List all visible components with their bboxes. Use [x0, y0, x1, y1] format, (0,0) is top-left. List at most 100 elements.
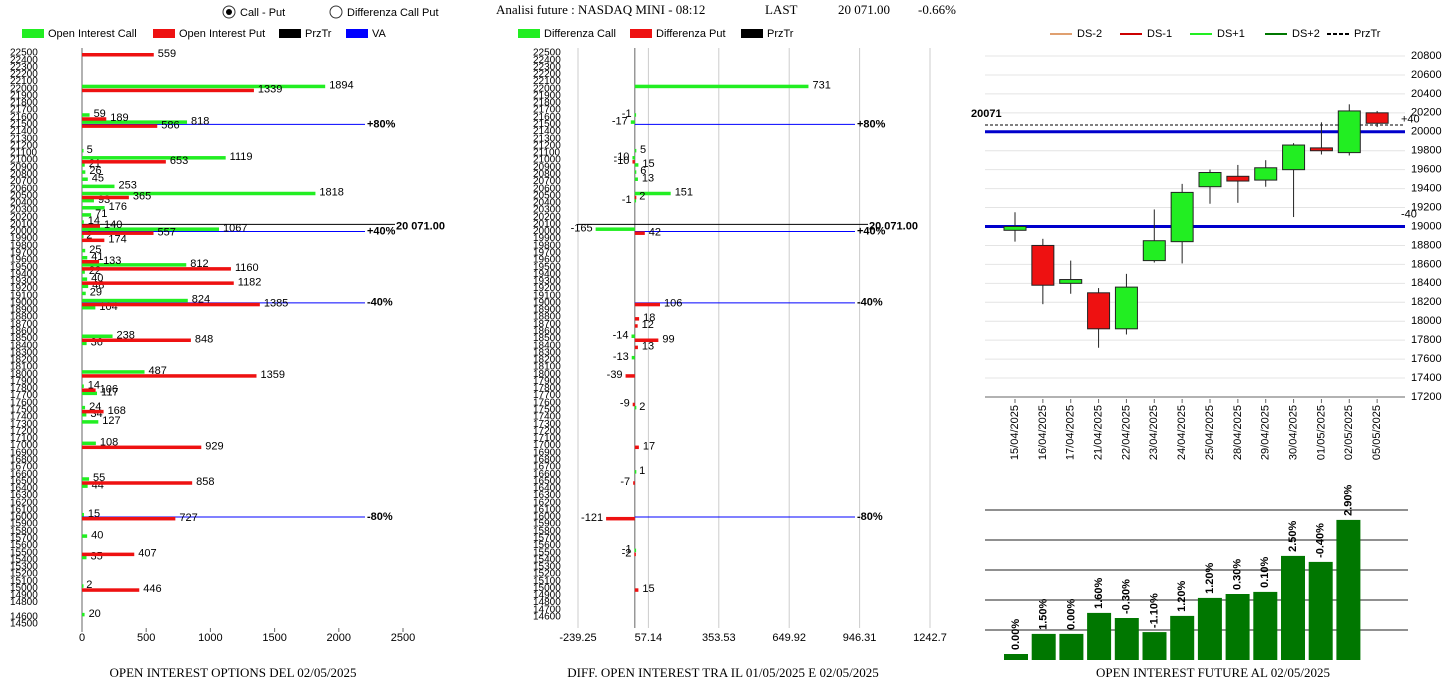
- legend-label: VA: [372, 28, 387, 40]
- bar: [82, 198, 94, 203]
- value-label: 55: [93, 472, 105, 484]
- legend-label: Differenza Put: [656, 28, 726, 40]
- bar: [634, 588, 639, 592]
- y-tick-label: 17300: [533, 419, 561, 430]
- radio-label[interactable]: Call - Put: [240, 7, 285, 19]
- value-label: 15: [88, 508, 100, 520]
- y-tick-label: 14800: [533, 597, 561, 608]
- value-label: 13: [642, 172, 654, 184]
- bar: [82, 170, 86, 174]
- value-label: -39: [607, 369, 623, 381]
- value-label: 487: [149, 365, 167, 377]
- y-tick-label: 16900: [533, 447, 561, 458]
- change-label: -1.10%: [1148, 593, 1160, 628]
- value-label: 5: [640, 144, 646, 156]
- x-tick-label: 05/05/2025: [1371, 405, 1383, 460]
- bar: [634, 345, 638, 350]
- radio[interactable]: [329, 5, 343, 19]
- value-label: 35: [90, 551, 102, 563]
- value-label: 1067: [223, 222, 247, 234]
- y-tick-label: 19400: [1411, 183, 1442, 195]
- y-tick-label: 20800: [10, 169, 38, 180]
- bar: [82, 281, 234, 285]
- bar: [634, 113, 637, 117]
- bar: [634, 552, 636, 557]
- y-tick-label: 18800: [533, 312, 561, 323]
- x-tick-label: 2500: [391, 632, 415, 644]
- radio-label[interactable]: Differenza Call Put: [347, 7, 439, 19]
- y-tick-label: 16700: [533, 462, 561, 473]
- value-label: 365: [133, 191, 151, 203]
- y-tick-label: 20400: [1411, 88, 1442, 100]
- y-tick-label: 22100: [10, 76, 38, 87]
- bar: [82, 191, 316, 196]
- y-tick-label: 15600: [10, 540, 38, 551]
- y-tick-label: 16700: [10, 462, 38, 473]
- y-tick-label: 17900: [10, 376, 38, 387]
- legend-swatch: [346, 29, 368, 38]
- value-label: 40: [91, 272, 103, 284]
- value-label: 1119: [230, 151, 253, 163]
- bar: [82, 612, 85, 617]
- y-tick-label: 18800: [1411, 239, 1442, 251]
- value-label: 253: [118, 180, 136, 192]
- y-tick-label: 22300: [533, 62, 561, 73]
- bar: [634, 231, 645, 235]
- y-tick-label: 22000: [533, 83, 561, 94]
- y-tick-label: 20300: [10, 205, 38, 216]
- y-tick-label: 21300: [533, 133, 561, 144]
- y-tick-label: 15000: [10, 583, 38, 594]
- value-label: 59: [94, 108, 106, 120]
- y-tick-label: 20200: [10, 212, 38, 223]
- y-tick-label: 14600: [10, 612, 38, 623]
- y-tick-label: 17100: [10, 433, 38, 444]
- bar: [82, 338, 191, 342]
- value-label: 1818: [319, 187, 343, 199]
- bar: [631, 334, 635, 338]
- value-label: 14: [88, 215, 100, 227]
- y-tick-label: 20600: [533, 183, 561, 194]
- value-label: -165: [571, 222, 593, 234]
- y-tick-label: 17600: [10, 397, 38, 408]
- bar: [82, 160, 166, 164]
- bar: [82, 413, 87, 417]
- x-tick-label: 16/04/2025: [1037, 405, 1049, 460]
- y-tick-label: 15400: [10, 554, 38, 565]
- y-tick-label: 15000: [533, 583, 561, 594]
- y-tick-label: 15500: [10, 547, 38, 558]
- value-label: 2: [86, 579, 92, 591]
- candle-body: [1087, 292, 1111, 330]
- y-tick-label: 18500: [10, 333, 38, 344]
- bar: [1114, 618, 1139, 660]
- y-tick-label: 16000: [10, 512, 38, 523]
- y-tick-label: 15800: [10, 526, 38, 537]
- y-tick-label: 18200: [1411, 296, 1442, 308]
- value-label: 1160: [235, 262, 259, 274]
- y-tick-label: 21100: [10, 148, 38, 159]
- bar: [82, 277, 88, 281]
- value-label: 26: [89, 165, 101, 177]
- y-tick-label: 16900: [10, 447, 38, 458]
- value-label: 17: [643, 440, 655, 452]
- bar: [82, 388, 96, 392]
- value-label: 2: [639, 191, 645, 203]
- chart-title: OPEN INTEREST OPTIONS DEL 02/05/2025: [110, 665, 357, 680]
- y-tick-label: 21500: [533, 119, 561, 130]
- y-tick-label: 17900: [533, 376, 561, 387]
- y-tick-label: 21200: [10, 140, 38, 151]
- y-tick-label: 16600: [533, 469, 561, 480]
- y-tick-label: 20600: [10, 183, 38, 194]
- bar: [82, 238, 105, 243]
- y-tick-label: 19600: [1411, 164, 1442, 176]
- x-tick-label: 21/04/2025: [1092, 405, 1104, 460]
- y-tick-label: 18700: [10, 319, 38, 330]
- y-tick-label: 22100: [533, 76, 561, 87]
- y-tick-label: 18600: [1411, 258, 1442, 270]
- bar: [634, 445, 639, 450]
- y-tick-label: 15400: [533, 554, 561, 565]
- y-tick-label: 21300: [10, 133, 38, 144]
- y-tick-label: 17400: [533, 412, 561, 423]
- candle-body: [1170, 191, 1194, 243]
- y-tick-label: 18400: [533, 340, 561, 351]
